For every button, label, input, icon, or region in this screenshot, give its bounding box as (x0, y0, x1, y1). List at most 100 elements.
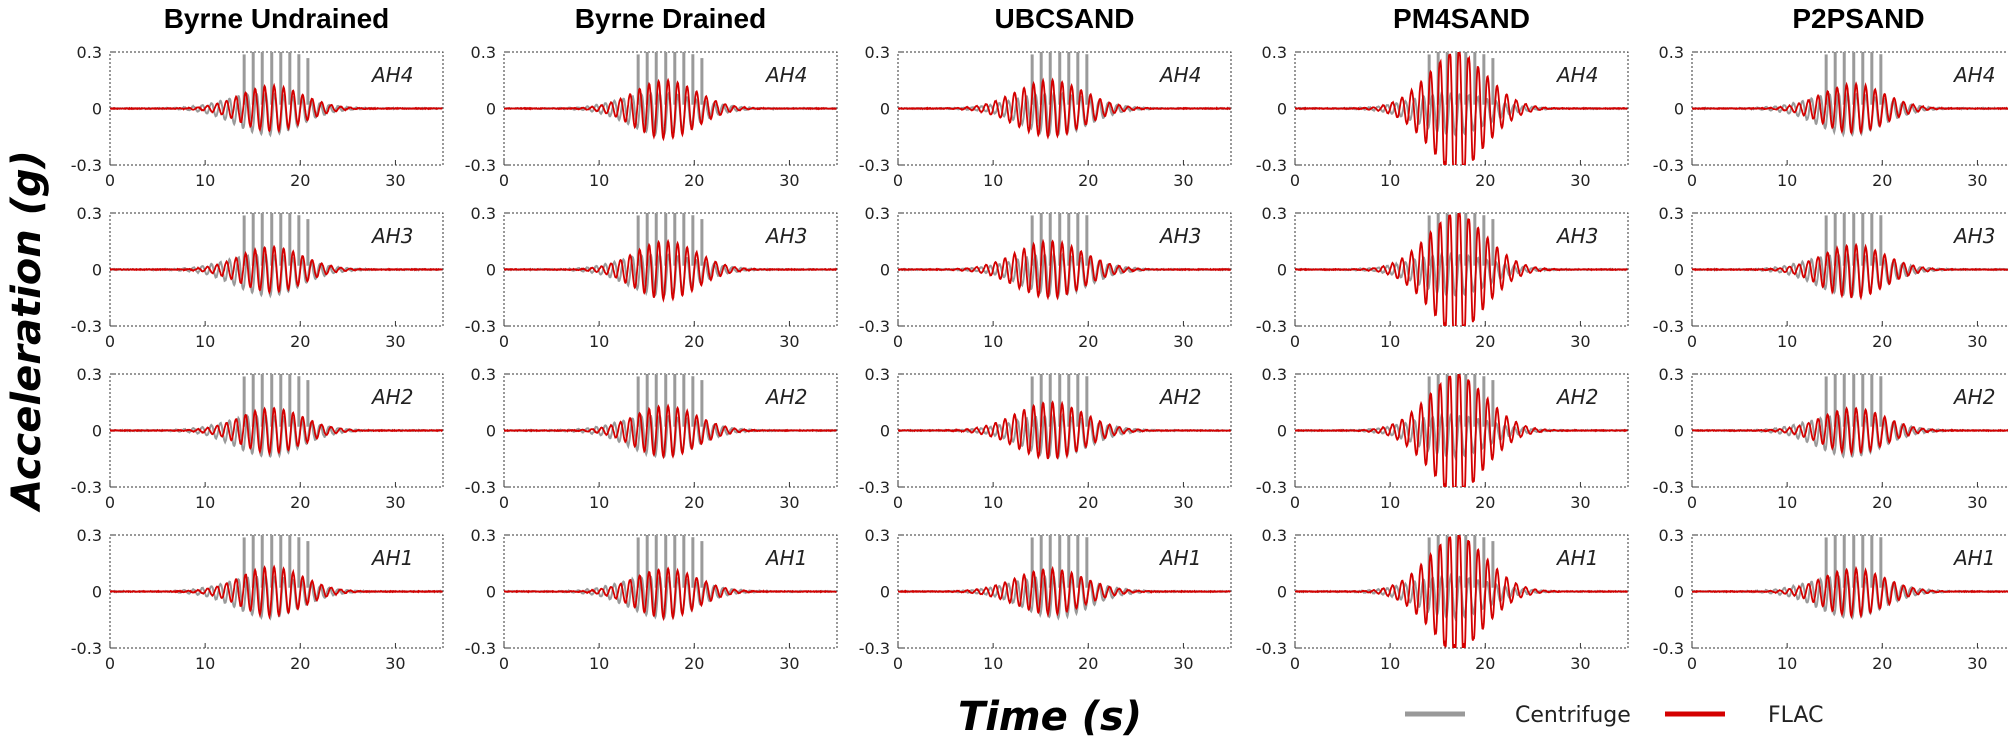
x-tick-label: 0 (1687, 171, 1697, 190)
x-tick-label: 10 (1777, 332, 1797, 351)
y-tick-label: 0 (486, 261, 496, 280)
x-tick-label: 30 (1570, 332, 1590, 351)
y-tick-label: -0.3 (465, 156, 496, 175)
y-tick-label: -0.3 (1256, 478, 1287, 497)
x-tick-label: 0 (499, 332, 509, 351)
panel-frame (897, 212, 1232, 327)
x-tick-label: 10 (983, 171, 1003, 190)
y-tick-label: 0 (92, 100, 102, 119)
sensor-label: AH4 (1555, 63, 1598, 87)
y-tick-label: -0.3 (1256, 156, 1287, 175)
legend-label-flac: FLAC (1768, 703, 1823, 728)
series-flac (1295, 52, 1628, 165)
x-axis-label: Time (s) (958, 694, 1142, 740)
panel-frame (1691, 373, 2008, 488)
series-flac (504, 403, 837, 460)
x-tick-label: 30 (1173, 654, 1193, 673)
panel-frame (503, 51, 838, 166)
y-tick-label: 0.3 (1262, 204, 1287, 223)
sensor-label: AH4 (1952, 63, 1995, 87)
series-flac (1692, 81, 2008, 135)
sensor-label: AH1 (370, 546, 413, 570)
panel-frame (1691, 534, 2008, 649)
y-tick-label: -0.3 (465, 317, 496, 336)
panel-frame (1691, 212, 2008, 327)
x-tick-label: 10 (1777, 171, 1797, 190)
series-flac (110, 244, 443, 295)
x-tick-label: 10 (1380, 654, 1400, 673)
y-tick-label: -0.3 (71, 639, 102, 658)
column-titles: Byrne Undrained Byrne Drained UBCSAND PM4SA… (164, 3, 1925, 34)
y-tick-label: 0 (880, 261, 890, 280)
series-flac (898, 77, 1231, 140)
x-tick-label: 0 (105, 171, 115, 190)
x-tick-label: 0 (499, 654, 509, 673)
sensor-label: AH3 (1555, 224, 1598, 248)
sensor-label: AH2 (764, 385, 807, 409)
y-tick-label: 0.3 (865, 526, 890, 545)
y-tick-label: 0 (880, 583, 890, 602)
x-tick-label: 0 (1687, 493, 1697, 512)
y-tick-label: 0 (1277, 261, 1287, 280)
y-tick-label: -0.3 (71, 317, 102, 336)
x-tick-label: 20 (1872, 332, 1892, 351)
series-flac (1295, 213, 1628, 326)
x-tick-label: 0 (1687, 332, 1697, 351)
sensor-label: AH3 (1952, 224, 1995, 248)
x-tick-label: 30 (1967, 332, 1987, 351)
series-flac (110, 564, 443, 620)
y-tick-label: 0 (486, 422, 496, 441)
sensor-label: AH4 (370, 63, 413, 87)
x-tick-label: 10 (195, 332, 215, 351)
panel-frame (897, 51, 1232, 166)
x-tick-label: 0 (893, 332, 903, 351)
sensor-label: AH3 (370, 224, 413, 248)
y-tick-label: -0.3 (1653, 639, 1684, 658)
series-flac (110, 406, 443, 457)
y-axis-label: Acceleration (g) (4, 150, 50, 513)
x-tick-label: 30 (1967, 171, 1987, 190)
panel-frame (503, 534, 838, 649)
y-tick-label: 0 (880, 100, 890, 119)
panel-frame (503, 212, 838, 327)
x-tick-label: 30 (385, 654, 405, 673)
x-tick-label: 30 (1570, 493, 1590, 512)
column-title: P2PSAND (1792, 3, 1924, 34)
series-flac (1692, 406, 2008, 457)
x-tick-label: 10 (1380, 493, 1400, 512)
y-tick-label: 0 (1277, 583, 1287, 602)
y-tick-label: 0.3 (77, 365, 102, 384)
x-tick-label: 20 (1078, 654, 1098, 673)
x-tick-label: 30 (385, 493, 405, 512)
sensor-label: AH4 (1158, 63, 1201, 87)
x-tick-label: 0 (1290, 171, 1300, 190)
y-tick-label: 0 (1277, 422, 1287, 441)
x-tick-label: 30 (1173, 332, 1193, 351)
y-tick-label: 0.3 (471, 204, 496, 223)
x-tick-label: 20 (290, 493, 310, 512)
panel-frame (1294, 51, 1629, 166)
sensor-label: AH2 (1952, 385, 1995, 409)
y-tick-label: -0.3 (1256, 639, 1287, 658)
x-tick-label: 20 (684, 493, 704, 512)
panel-frame (109, 373, 444, 488)
x-tick-label: 20 (290, 332, 310, 351)
y-tick-label: 0 (1674, 261, 1684, 280)
sensor-label: AH1 (1158, 546, 1201, 570)
series-flac (898, 400, 1231, 460)
panel-frame (1294, 534, 1629, 649)
series-flac (1692, 565, 2008, 619)
y-tick-label: -0.3 (1653, 156, 1684, 175)
y-tick-label: 0 (1674, 583, 1684, 602)
y-tick-label: 0.3 (1659, 365, 1684, 384)
x-tick-label: 30 (385, 332, 405, 351)
x-tick-label: 0 (499, 493, 509, 512)
